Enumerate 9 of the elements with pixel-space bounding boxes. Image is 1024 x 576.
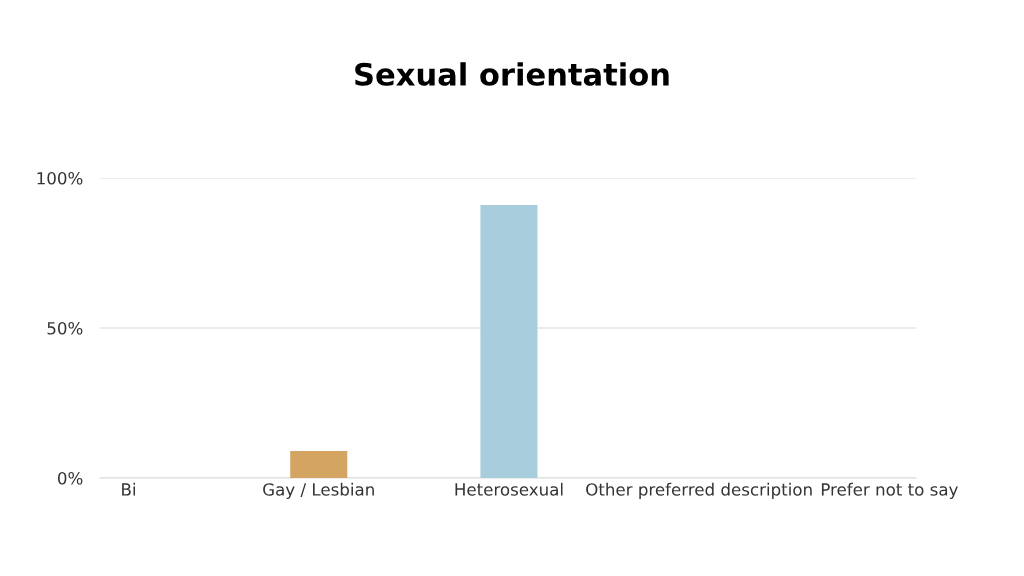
x-tick-label: Bi xyxy=(122,482,135,496)
x-tick-label: Prefer not to say xyxy=(821,482,958,499)
chart-title: Sexual orientation xyxy=(355,62,669,86)
x-tick-label: Other preferred description xyxy=(586,482,812,499)
x-tick-label: Heterosexual xyxy=(455,482,563,496)
x-tick-label: Gay / Lesbian xyxy=(263,482,374,499)
y-tick-label: 100% xyxy=(37,171,83,185)
y-tick-label: 50% xyxy=(47,321,83,335)
y-tick-label: 0% xyxy=(57,471,83,485)
